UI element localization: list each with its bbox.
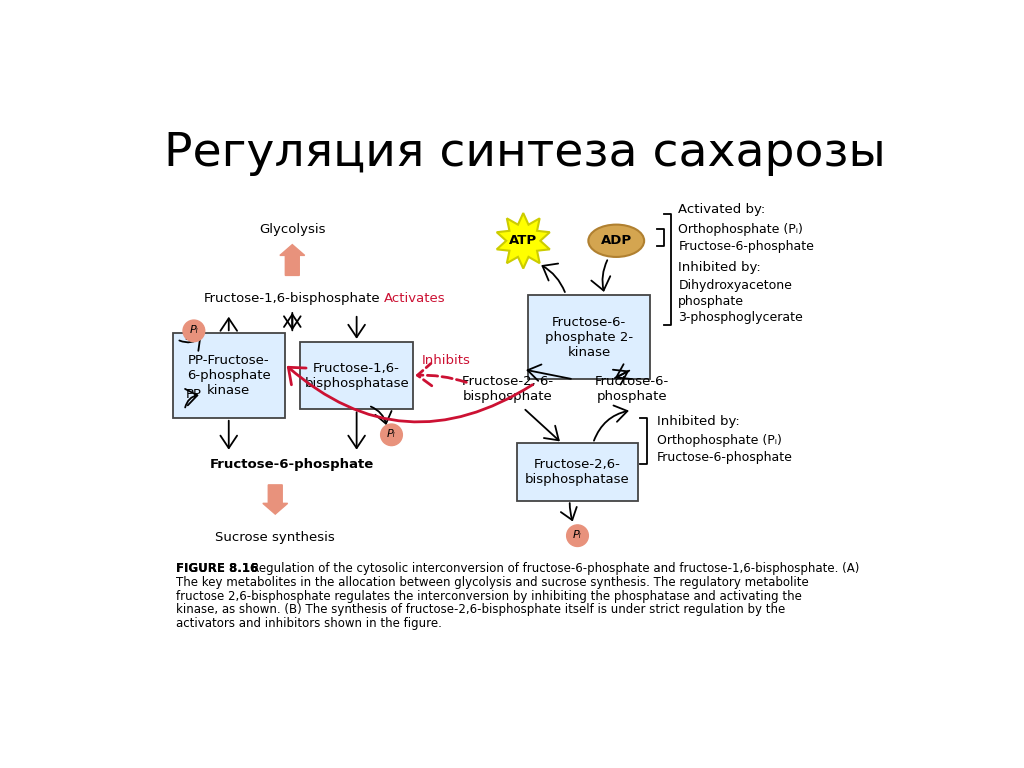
FancyBboxPatch shape	[517, 443, 638, 501]
Text: Glycolysis: Glycolysis	[259, 223, 326, 236]
Text: phosphate: phosphate	[678, 295, 744, 308]
Text: ATP: ATP	[509, 234, 538, 247]
Circle shape	[566, 525, 589, 547]
Text: FIGURE 8.16: FIGURE 8.16	[176, 562, 258, 575]
Text: The key metabolites in the allocation between glycolysis and sucrose synthesis. : The key metabolites in the allocation be…	[176, 576, 809, 589]
FancyArrow shape	[263, 485, 288, 514]
Text: Orthophosphate (Pᵢ): Orthophosphate (Pᵢ)	[678, 223, 803, 236]
Text: fructose 2,6-bisphosphate regulates the interconversion by inhibiting the phosph: fructose 2,6-bisphosphate regulates the …	[176, 590, 802, 603]
Text: Dihydroxyacetone: Dihydroxyacetone	[678, 279, 793, 292]
Circle shape	[183, 320, 205, 342]
FancyBboxPatch shape	[300, 342, 413, 409]
Text: Fructose-6-
phosphate: Fructose-6- phosphate	[595, 376, 669, 403]
Text: Fructose-6-phosphate: Fructose-6-phosphate	[210, 458, 375, 471]
Text: activators and inhibitors shown in the figure.: activators and inhibitors shown in the f…	[176, 617, 442, 631]
Text: Fructose-1,6-bisphosphate: Fructose-1,6-bisphosphate	[204, 292, 381, 305]
Text: PP: PP	[186, 389, 202, 401]
Text: Inhibits: Inhibits	[421, 353, 470, 366]
Text: Регуляция синтеза сахарозы: Регуляция синтеза сахарозы	[164, 131, 886, 176]
Text: 3-phosphoglycerate: 3-phosphoglycerate	[678, 311, 803, 324]
Text: Pᵢ: Pᵢ	[189, 325, 199, 335]
Text: ADP: ADP	[601, 234, 632, 247]
Text: Fructose-2,6-
bisphosphatase: Fructose-2,6- bisphosphatase	[525, 458, 630, 486]
Text: Fructose-6-phosphate: Fructose-6-phosphate	[678, 240, 814, 253]
Text: Sucrose synthesis: Sucrose synthesis	[215, 531, 335, 544]
FancyArrow shape	[280, 245, 305, 276]
Text: Inhibited by:: Inhibited by:	[678, 261, 761, 274]
Text: Orthophosphate (Pᵢ): Orthophosphate (Pᵢ)	[656, 435, 781, 448]
Text: Pᵢ: Pᵢ	[573, 530, 582, 540]
Text: FIGURE 8.16: FIGURE 8.16	[176, 562, 258, 575]
Text: Regulation of the cytosolic interconversion of fructose-6-phosphate and fructose: Regulation of the cytosolic interconvers…	[240, 562, 859, 575]
Text: kinase, as shown. (B) The synthesis of fructose-2,6-bisphosphate itself is under: kinase, as shown. (B) The synthesis of f…	[176, 604, 785, 617]
Text: Activated by:: Activated by:	[678, 204, 766, 217]
Text: Fructose-2, 6-
bisphosphate: Fructose-2, 6- bisphosphate	[462, 376, 553, 403]
Text: PP-Fructose-
6-phosphate
kinase: PP-Fructose- 6-phosphate kinase	[186, 354, 270, 397]
Polygon shape	[497, 213, 550, 269]
Text: Activates: Activates	[384, 292, 445, 305]
Text: Fructose-6-phosphate: Fructose-6-phosphate	[656, 452, 793, 465]
Text: Inhibited by:: Inhibited by:	[656, 415, 739, 429]
FancyBboxPatch shape	[173, 333, 285, 418]
Text: Fructose-6-
phosphate 2-
kinase: Fructose-6- phosphate 2- kinase	[545, 316, 633, 359]
Ellipse shape	[589, 224, 644, 257]
Text: Pᵢ: Pᵢ	[387, 429, 396, 439]
Text: Fructose-1,6-
bisphosphatase: Fructose-1,6- bisphosphatase	[304, 362, 409, 389]
Circle shape	[381, 424, 402, 445]
FancyBboxPatch shape	[528, 295, 650, 379]
